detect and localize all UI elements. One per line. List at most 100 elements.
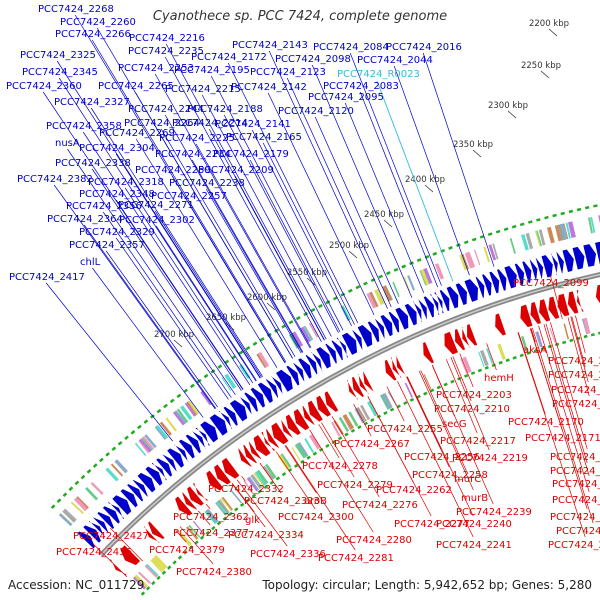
- reverse-gene-label: PCC7424_2152: [552, 399, 600, 410]
- gc-dot-inner: [257, 489, 263, 494]
- reverse-feature-block: [265, 463, 277, 479]
- forward-gene-arrow: [434, 292, 444, 314]
- gc-dot-inner: [423, 391, 428, 396]
- scale-tick-label: 2350 kbp: [453, 140, 493, 150]
- scale-tick-label: 2700 kbp: [154, 330, 194, 340]
- reverse-gene-arrow: [595, 284, 600, 304]
- reverse-gene-arrow: [352, 376, 364, 397]
- forward-gene-label: PCC7424_2356: [66, 201, 142, 212]
- reverse-feature-block: [219, 499, 230, 513]
- forward-gene-label: PCC7424_2364: [47, 214, 123, 225]
- reverse-leader-line: [570, 316, 589, 383]
- gc-dot-inner: [429, 388, 435, 393]
- forward-gene-arrow: [286, 365, 300, 386]
- forward-gene-arrow: [162, 454, 177, 472]
- forward-gene-label: PCC7424_2216: [129, 33, 205, 44]
- reverse-gene-arrow: [530, 302, 541, 325]
- reverse-gene-label: PCC7424_2323: [244, 496, 320, 507]
- gc-dot-inner: [505, 358, 510, 362]
- forward-gene-arrow: [475, 276, 485, 298]
- forward-gene-arrow: [209, 414, 228, 436]
- gc-dot-inner: [151, 580, 156, 586]
- forward-feature-block: [174, 410, 187, 425]
- forward-feature-block: [224, 373, 237, 389]
- reverse-gene-arrow: [395, 355, 406, 376]
- forward-gene-arrow: [102, 506, 120, 524]
- forward-leader-line: [58, 77, 257, 382]
- gc-dot-outer: [156, 408, 162, 414]
- gc-dot-inner: [275, 476, 281, 481]
- reverse-leader-line: [452, 356, 472, 402]
- reverse-gene-label: PCC7424_2380: [176, 567, 252, 578]
- forward-leader-line: [344, 102, 425, 293]
- forward-gene-arrow: [482, 274, 492, 296]
- forward-feature-block: [110, 463, 124, 477]
- gc-dot-outer: [124, 435, 129, 441]
- forward-leader-line: [134, 91, 293, 359]
- gc-dot-outer: [393, 267, 399, 272]
- reverse-gene-label: PCC7424_2170: [508, 417, 584, 428]
- forward-leader-line: [164, 56, 322, 342]
- forward-feature-block: [221, 377, 232, 391]
- forward-gene-arrow: [250, 387, 265, 408]
- forward-gene-label: PCC7424_2265: [98, 81, 174, 92]
- gc-dot-inner: [526, 351, 531, 355]
- scale-tick-mark: [424, 184, 434, 193]
- forward-gene-label: PCC7424_2357: [69, 240, 145, 251]
- reverse-gene-arrow: [548, 296, 560, 319]
- gc-dot-outer: [479, 235, 485, 239]
- gc-dot-inner: [484, 366, 489, 370]
- forward-feature-block: [144, 434, 157, 449]
- gc-dot-outer: [259, 337, 265, 342]
- forward-gene-arrow: [412, 301, 423, 322]
- gc-dot-inner: [199, 535, 205, 540]
- gc-dot-outer: [117, 440, 123, 446]
- forward-leader-line: [227, 62, 359, 323]
- forward-leader-line: [286, 77, 392, 308]
- gc-dot-outer: [169, 398, 175, 404]
- forward-leader-line: [154, 73, 311, 349]
- forward-gene-arrow: [77, 531, 95, 549]
- forward-gene-arrow: [298, 358, 312, 379]
- forward-gene-arrow: [497, 269, 507, 291]
- gc-dot-inner: [172, 560, 177, 565]
- reverse-gene-arrow: [221, 457, 240, 479]
- reverse-gene-arrow: [182, 492, 197, 510]
- reverse-gene-label: glk: [245, 515, 260, 526]
- reverse-leader-line: [309, 429, 374, 533]
- gc-dot-outer: [401, 264, 407, 269]
- forward-leader-line: [422, 52, 495, 267]
- gc-dot-outer: [105, 452, 110, 457]
- gc-dot-inner: [491, 363, 496, 368]
- forward-gene-label: PCC7424_2188: [187, 104, 263, 115]
- reverse-gene-arrow: [261, 431, 276, 451]
- forward-gene-label: PCC7424_2360: [6, 81, 82, 92]
- gc-dot-inner: [583, 334, 588, 339]
- forward-leader-line: [201, 94, 332, 337]
- reverse-feature-block: [217, 500, 230, 514]
- gc-dot-outer: [50, 504, 56, 509]
- gc-dot-inner: [205, 530, 210, 535]
- forward-leader-line: [164, 114, 303, 353]
- forward-leader-line: [91, 39, 287, 363]
- forward-leader-line: [223, 114, 339, 333]
- scale-tick-label: 2250 kbp: [521, 61, 561, 71]
- forward-leader-line: [67, 148, 236, 395]
- reverse-leader-line: [486, 343, 497, 371]
- reverse-leader-line: [353, 403, 372, 437]
- reverse-gene-label: PCC7424_2133: [548, 356, 600, 367]
- forward-gene-label: PCC7424_2215: [165, 84, 241, 95]
- forward-feature-block: [186, 401, 197, 416]
- reverse-gene-label: aroB: [304, 496, 327, 507]
- forward-gene-arrow: [257, 382, 273, 403]
- reverse-leader-line: [543, 324, 590, 477]
- gc-dot-outer: [310, 307, 316, 313]
- forward-gene-label: PCC7424_2083: [323, 81, 399, 92]
- forward-leader-line: [195, 143, 312, 348]
- forward-feature-block: [176, 408, 189, 423]
- gc-dot-inner: [337, 436, 343, 441]
- gc-dot-outer: [111, 446, 117, 452]
- forward-gene-label: PCC7424_2271: [118, 200, 194, 211]
- reverse-gene-label: PCC7424_2279: [317, 480, 393, 491]
